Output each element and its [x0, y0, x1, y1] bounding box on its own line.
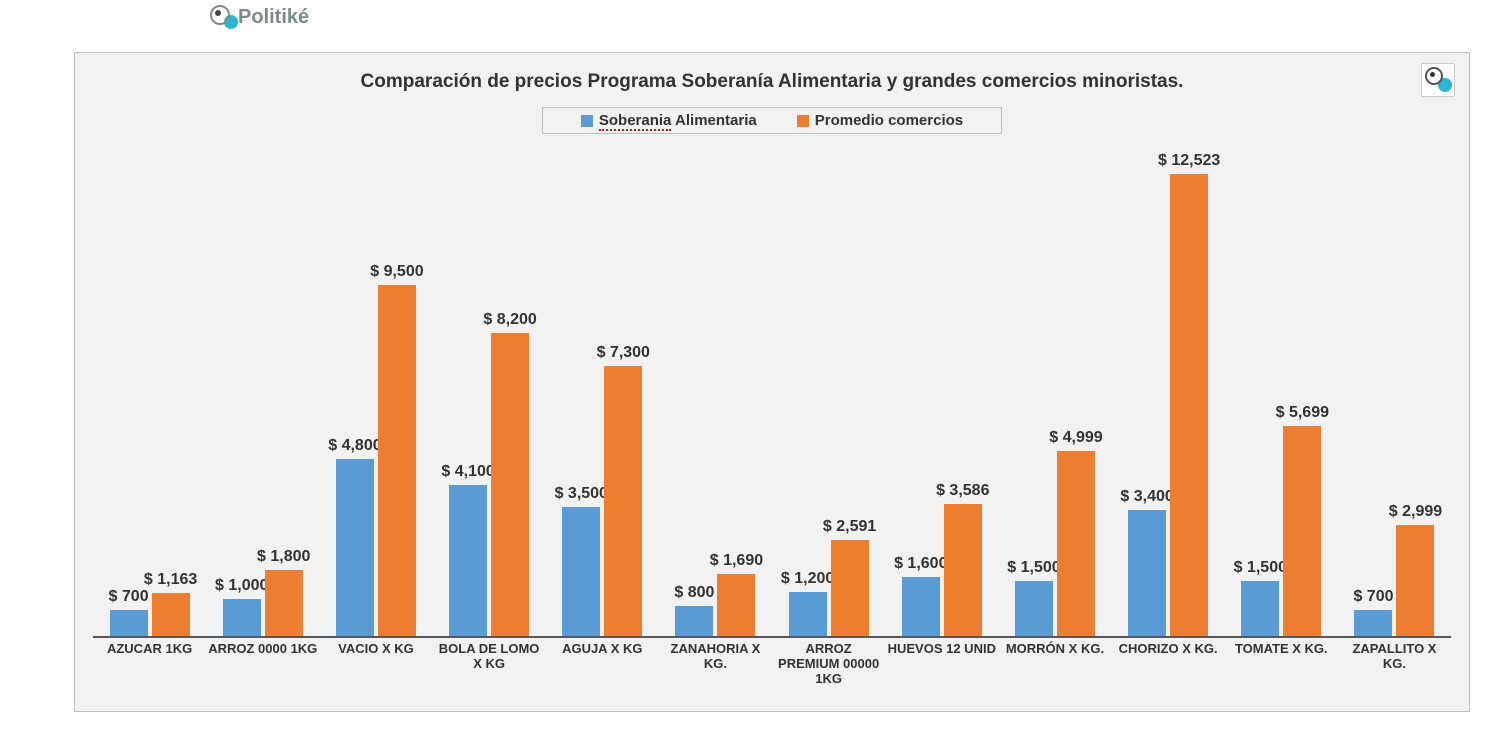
bar-group: $ 1,600$ 3,586HUEVOS 12 UNID: [885, 144, 998, 684]
bar-soberania: $ 1,200: [789, 592, 827, 636]
bar-group: $ 1,500$ 5,699TOMATE X KG.: [1225, 144, 1338, 684]
bar-soberania: $ 3,400: [1128, 510, 1166, 636]
brand-icon: [210, 5, 234, 29]
bar-promedio: $ 7,300: [604, 366, 642, 636]
bar-value-label: $ 3,400: [1120, 488, 1173, 506]
bar-promedio: $ 2,591: [831, 540, 869, 636]
bar-group: $ 1,500$ 4,999MORRÓN X KG.: [998, 144, 1111, 684]
plot-area: $ 700$ 1,163AZUCAR 1KG$ 1,000$ 1,800ARRO…: [93, 144, 1451, 684]
bar-promedio: $ 3,586: [944, 504, 982, 636]
bar-value-label: $ 9,500: [370, 263, 423, 281]
bar-value-label: $ 1,163: [144, 571, 197, 589]
bar-promedio: $ 1,800: [265, 570, 303, 636]
category-label: HUEVOS 12 UNID: [885, 642, 998, 684]
bar-groups: $ 700$ 1,163AZUCAR 1KG$ 1,000$ 1,800ARRO…: [93, 144, 1451, 684]
bar-value-label: $ 7,300: [597, 344, 650, 362]
bar-group: $ 3,500$ 7,300AGUJA X KG: [546, 144, 659, 684]
bar-soberania: $ 3,500: [562, 507, 600, 636]
bars-pair: $ 3,500$ 7,300: [546, 156, 659, 636]
bar-promedio: $ 1,163: [152, 593, 190, 636]
legend-label-soberania: Soberania Alimentaria: [599, 112, 757, 129]
bar-value-label: $ 1,500: [1007, 559, 1060, 577]
bar-promedio: $ 9,500: [378, 285, 416, 636]
category-label: ZAPALLITO X KG.: [1338, 642, 1451, 684]
chart-legend: Soberania Alimentaria Promedio comercios: [542, 107, 1002, 134]
category-label: ARROZ 0000 1KG: [206, 642, 319, 684]
category-label: CHORIZO X KG.: [1112, 642, 1225, 684]
bar-value-label: $ 800: [674, 584, 714, 602]
bar-group: $ 800$ 1,690ZANAHORIA X KG.: [659, 144, 772, 684]
bar-promedio: $ 5,699: [1283, 426, 1321, 636]
bar-soberania: $ 700: [110, 610, 148, 636]
corner-brand-icon: [1421, 63, 1455, 97]
bar-group: $ 1,200$ 2,591ARROZ PREMIUM 00000 1KG: [772, 144, 885, 684]
bar-value-label: $ 2,999: [1389, 503, 1442, 521]
category-label: AGUJA X KG: [546, 642, 659, 684]
bars-pair: $ 1,500$ 4,999: [998, 156, 1111, 636]
bars-pair: $ 1,200$ 2,591: [772, 156, 885, 636]
bars-pair: $ 4,100$ 8,200: [433, 156, 546, 636]
bar-promedio: $ 8,200: [491, 333, 529, 636]
bar-value-label: $ 700: [1353, 588, 1393, 606]
brand-name: Politiké: [238, 6, 309, 29]
legend-swatch-soberania: [581, 115, 593, 127]
bar-value-label: $ 1,000: [215, 577, 268, 595]
bar-promedio: $ 4,999: [1057, 451, 1095, 636]
category-label: VACIO X KG: [319, 642, 432, 684]
bar-promedio: $ 1,690: [717, 574, 755, 636]
bar-soberania: $ 1,000: [223, 599, 261, 636]
bar-group: $ 1,000$ 1,800ARROZ 0000 1KG: [206, 144, 319, 684]
legend-item-soberania: Soberania Alimentaria: [581, 112, 757, 129]
bar-soberania: $ 1,600: [902, 577, 940, 636]
category-label: AZUCAR 1KG: [93, 642, 206, 684]
bars-pair: $ 3,400$ 12,523: [1112, 156, 1225, 636]
bar-value-label: $ 4,999: [1049, 429, 1102, 447]
brand-logo-top: Politiké: [210, 5, 309, 29]
bars-pair: $ 700$ 1,163: [93, 156, 206, 636]
bar-soberania: $ 1,500: [1015, 581, 1053, 636]
bar-group: $ 3,400$ 12,523CHORIZO X KG.: [1112, 144, 1225, 684]
bars-pair: $ 800$ 1,690: [659, 156, 772, 636]
bars-pair: $ 1,500$ 5,699: [1225, 156, 1338, 636]
legend-label-promedio: Promedio comercios: [815, 112, 963, 129]
bar-promedio: $ 12,523: [1170, 174, 1208, 636]
bar-value-label: $ 4,100: [441, 463, 494, 481]
bar-value-label: $ 1,500: [1234, 559, 1287, 577]
legend-swatch-promedio: [797, 115, 809, 127]
bar-value-label: $ 1,200: [781, 570, 834, 588]
bar-value-label: $ 4,800: [328, 437, 381, 455]
bar-value-label: $ 5,699: [1276, 404, 1329, 422]
bar-group: $ 4,800$ 9,500VACIO X KG: [319, 144, 432, 684]
bar-group: $ 4,100$ 8,200BOLA DE LOMO X KG: [433, 144, 546, 684]
bar-promedio: $ 2,999: [1396, 525, 1434, 636]
bar-value-label: $ 1,690: [710, 552, 763, 570]
bar-group: $ 700$ 1,163AZUCAR 1KG: [93, 144, 206, 684]
bar-soberania: $ 4,800: [336, 459, 374, 636]
legend-item-promedio: Promedio comercios: [797, 112, 963, 129]
bars-pair: $ 700$ 2,999: [1338, 156, 1451, 636]
bar-group: $ 700$ 2,999ZAPALLITO X KG.: [1338, 144, 1451, 684]
bar-value-label: $ 12,523: [1158, 152, 1220, 170]
bar-soberania: $ 800: [675, 606, 713, 636]
bar-value-label: $ 8,200: [483, 311, 536, 329]
bars-pair: $ 1,600$ 3,586: [885, 156, 998, 636]
category-label: ARROZ PREMIUM 00000 1KG: [772, 642, 885, 684]
category-label: TOMATE X KG.: [1225, 642, 1338, 684]
bar-value-label: $ 2,591: [823, 518, 876, 536]
bar-value-label: $ 1,600: [894, 555, 947, 573]
category-label: MORRÓN X KG.: [998, 642, 1111, 684]
chart-container: Comparación de precios Programa Soberaní…: [74, 52, 1470, 712]
chart-title: Comparación de precios Programa Soberaní…: [93, 71, 1451, 93]
bar-value-label: $ 3,586: [936, 482, 989, 500]
category-label: BOLA DE LOMO X KG: [433, 642, 546, 684]
bar-value-label: $ 1,800: [257, 548, 310, 566]
bar-soberania: $ 700: [1354, 610, 1392, 636]
bar-soberania: $ 1,500: [1241, 581, 1279, 636]
bar-value-label: $ 700: [109, 588, 149, 606]
bar-soberania: $ 4,100: [449, 485, 487, 636]
bar-value-label: $ 3,500: [555, 485, 608, 503]
bars-pair: $ 4,800$ 9,500: [319, 156, 432, 636]
category-label: ZANAHORIA X KG.: [659, 642, 772, 684]
bars-pair: $ 1,000$ 1,800: [206, 156, 319, 636]
